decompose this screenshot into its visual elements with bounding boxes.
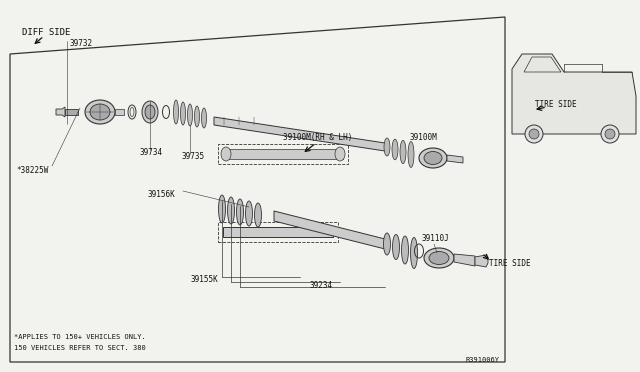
Text: TIRE SIDE: TIRE SIDE [535,99,577,109]
Ellipse shape [392,139,398,160]
Ellipse shape [237,199,243,225]
Polygon shape [274,211,385,249]
Ellipse shape [401,236,408,264]
Text: 39155K: 39155K [190,276,218,285]
Polygon shape [115,109,124,115]
Polygon shape [447,155,463,163]
Ellipse shape [605,129,615,139]
Polygon shape [223,149,343,159]
Text: 39100M(RH & LH): 39100M(RH & LH) [283,132,353,141]
Ellipse shape [255,203,262,227]
Ellipse shape [384,138,390,156]
Ellipse shape [392,234,399,260]
Ellipse shape [218,195,225,223]
Text: TIRE SIDE: TIRE SIDE [489,259,531,267]
Ellipse shape [145,105,155,119]
Ellipse shape [335,147,345,161]
Ellipse shape [90,104,110,120]
Ellipse shape [202,108,207,128]
Ellipse shape [419,148,447,168]
Text: 39156K: 39156K [148,189,176,199]
Ellipse shape [429,251,449,264]
Text: *38225W: *38225W [16,166,49,174]
Ellipse shape [227,197,234,224]
Text: DIFF SIDE: DIFF SIDE [22,28,70,36]
Polygon shape [454,254,475,266]
Text: 150 VEHICLES REFER TO SECT. 380: 150 VEHICLES REFER TO SECT. 380 [14,345,146,351]
Text: 39734: 39734 [140,148,163,157]
Ellipse shape [529,129,539,139]
Text: 39110J: 39110J [421,234,449,243]
Ellipse shape [424,151,442,164]
Ellipse shape [180,102,186,125]
Ellipse shape [173,100,179,124]
Polygon shape [512,54,636,134]
Polygon shape [223,227,333,237]
Ellipse shape [424,248,454,268]
Text: 39732: 39732 [70,38,93,48]
Polygon shape [56,107,65,117]
Ellipse shape [525,125,543,143]
Text: 39100M: 39100M [410,132,438,141]
Ellipse shape [195,106,200,127]
Ellipse shape [221,147,231,161]
Ellipse shape [142,101,158,123]
Polygon shape [475,255,488,267]
Polygon shape [214,117,385,151]
Text: R391006Y: R391006Y [466,357,500,363]
Polygon shape [65,109,78,115]
Ellipse shape [601,125,619,143]
Ellipse shape [85,100,115,124]
Ellipse shape [188,104,193,126]
Ellipse shape [410,237,417,269]
Ellipse shape [408,142,414,167]
Text: 39234: 39234 [310,282,333,291]
Ellipse shape [246,201,253,226]
Text: 39735: 39735 [182,151,205,160]
Ellipse shape [400,140,406,164]
Ellipse shape [383,233,390,255]
Text: *APPLIES TO 150+ VEHICLES ONLY.: *APPLIES TO 150+ VEHICLES ONLY. [14,334,146,340]
